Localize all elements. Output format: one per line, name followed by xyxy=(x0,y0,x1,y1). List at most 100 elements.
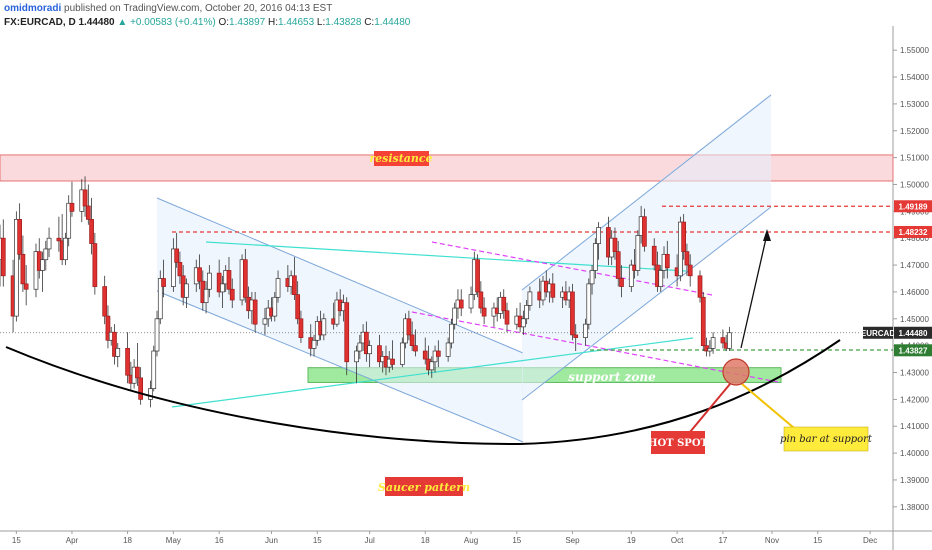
candle-body[interactable] xyxy=(377,345,382,363)
candle-body[interactable] xyxy=(46,237,52,250)
candle-body[interactable] xyxy=(69,202,75,212)
candle-body[interactable] xyxy=(125,347,130,376)
candle-body[interactable] xyxy=(720,337,726,344)
candle-body[interactable] xyxy=(527,291,533,306)
candle-body[interactable] xyxy=(23,283,29,290)
candle-body[interactable] xyxy=(406,318,412,336)
candle-body[interactable] xyxy=(589,270,595,285)
candle-body[interactable] xyxy=(229,288,235,301)
candle-body[interactable] xyxy=(364,331,369,355)
candle-body[interactable] xyxy=(20,253,26,285)
candle-body[interactable] xyxy=(504,310,510,325)
candle-body[interactable] xyxy=(628,264,634,287)
hot-spot-circle[interactable] xyxy=(722,358,750,386)
magenta-dashed-lower[interactable] xyxy=(411,311,779,383)
candle-body[interactable] xyxy=(292,275,297,295)
candle-body[interactable] xyxy=(681,221,687,252)
candle-body[interactable] xyxy=(592,243,598,271)
candle-body[interactable] xyxy=(171,248,176,287)
candle-body[interactable] xyxy=(321,318,327,336)
candle-body[interactable] xyxy=(154,318,160,352)
candle-body[interactable] xyxy=(151,350,157,389)
candle-body[interactable] xyxy=(449,323,454,344)
candle-body[interactable] xyxy=(612,237,618,252)
candle-body[interactable] xyxy=(112,331,117,357)
candle-body[interactable] xyxy=(619,278,624,287)
descending-channel-top[interactable] xyxy=(156,197,524,354)
time-axis[interactable]: 15 Apr 18 May 16 Jun 15 Jul 18 Aug 15 Sep 19 Oct 17 Nov… xyxy=(12,531,877,545)
candle-body[interactable] xyxy=(43,248,49,261)
candle-body[interactable] xyxy=(727,332,732,349)
candle-body[interactable] xyxy=(452,307,458,325)
candle-body[interactable] xyxy=(710,337,716,349)
candle-body[interactable] xyxy=(295,294,301,320)
candle-body[interactable] xyxy=(298,318,304,338)
candle-body[interactable] xyxy=(226,270,232,290)
candle-body[interactable] xyxy=(367,345,372,355)
candle-body[interactable] xyxy=(262,318,268,325)
candle-body[interactable] xyxy=(174,248,179,263)
candle-body[interactable] xyxy=(635,235,641,271)
candle-body[interactable] xyxy=(475,259,480,293)
candle-body[interactable] xyxy=(501,296,507,312)
candle-body[interactable] xyxy=(197,267,202,282)
candle-body[interactable] xyxy=(0,237,6,277)
candle-body[interactable] xyxy=(85,205,91,220)
candle-body[interactable] xyxy=(481,307,487,317)
candle-body[interactable] xyxy=(707,347,713,352)
candle-body[interactable] xyxy=(14,219,19,317)
author-name[interactable]: omidmoradi xyxy=(4,3,62,14)
candle-body[interactable] xyxy=(56,237,62,242)
candle-body[interactable] xyxy=(206,272,212,290)
candle-body[interactable] xyxy=(311,339,317,349)
candle-body[interactable] xyxy=(220,283,225,293)
candle-body[interactable] xyxy=(105,315,111,341)
candle-body[interactable] xyxy=(468,294,474,309)
candle-body[interactable] xyxy=(583,323,588,338)
candle-body[interactable] xyxy=(664,253,670,269)
candle-body[interactable] xyxy=(115,347,121,357)
candle-body[interactable] xyxy=(92,243,98,287)
candle-body[interactable] xyxy=(435,350,441,357)
price-axis[interactable]: 1.38000 1.39000 1.40000 1.41000 1.42000 1.430… xyxy=(893,46,929,512)
candle-body[interactable] xyxy=(272,296,278,317)
candle-body[interactable] xyxy=(177,262,183,277)
candle-body[interactable] xyxy=(586,283,592,325)
candle-body[interactable] xyxy=(17,219,22,255)
plot-area[interactable] xyxy=(0,26,893,531)
candle-body[interactable] xyxy=(697,275,703,298)
candle-body[interactable] xyxy=(89,219,94,244)
candle-body[interactable] xyxy=(596,227,601,244)
candle-body[interactable] xyxy=(422,350,428,360)
candle-body[interactable] xyxy=(615,251,621,279)
candle-body[interactable] xyxy=(478,291,484,309)
candle-body[interactable] xyxy=(458,299,464,309)
candle-body[interactable] xyxy=(521,318,526,328)
candle-body[interactable] xyxy=(138,377,144,400)
candle-body[interactable] xyxy=(275,278,281,298)
ascending-channel-lower[interactable] xyxy=(521,206,772,401)
candle-body[interactable] xyxy=(413,345,418,352)
candle-body[interactable] xyxy=(658,270,664,287)
candle-body[interactable] xyxy=(334,299,340,325)
candle-body[interactable] xyxy=(684,251,690,266)
candle-body[interactable] xyxy=(409,334,415,347)
descending-channel-bottom[interactable] xyxy=(156,290,524,443)
candle-body[interactable] xyxy=(203,288,209,304)
candle-body[interactable] xyxy=(550,283,556,298)
candle-body[interactable] xyxy=(102,286,108,317)
candle-body[interactable] xyxy=(573,334,579,338)
candle-body[interactable] xyxy=(651,245,657,266)
candle-body[interactable] xyxy=(445,342,451,357)
candle-body[interactable] xyxy=(642,216,647,247)
candle-body[interactable] xyxy=(184,283,189,298)
candle-body[interactable] xyxy=(157,278,163,320)
candle-body[interactable] xyxy=(429,361,435,371)
candle-body[interactable] xyxy=(66,202,72,239)
candle-body[interactable] xyxy=(390,358,395,365)
candle-body[interactable] xyxy=(135,366,140,379)
candle-body[interactable] xyxy=(63,237,68,261)
candle-body[interactable] xyxy=(161,278,166,287)
ascending-channel-upper[interactable] xyxy=(521,94,772,291)
